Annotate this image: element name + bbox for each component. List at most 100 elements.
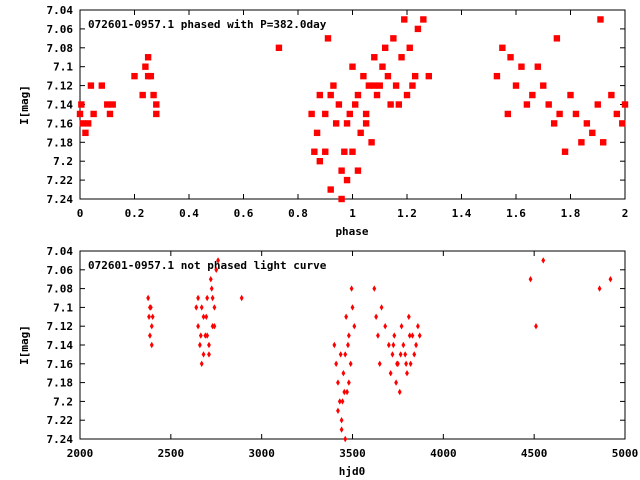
y-tick-label: 7.06 [47, 23, 74, 36]
data-point [354, 91, 362, 99]
data-point [208, 276, 213, 283]
data-point [397, 388, 402, 396]
data-point [395, 101, 403, 108]
data-point [340, 398, 345, 405]
data-point [578, 139, 585, 146]
data-point [545, 101, 552, 108]
data-point [512, 82, 520, 89]
data-point [311, 148, 318, 155]
data-point [379, 304, 384, 311]
x-tick-label: 4500 [521, 447, 548, 460]
data-point [384, 72, 392, 80]
y-tick-label: 7.1 [53, 61, 73, 74]
data-point [409, 82, 416, 89]
y-tick-label: 7.18 [47, 136, 74, 149]
data-point [196, 294, 201, 302]
data-point [343, 435, 348, 443]
data-point [142, 63, 149, 70]
data-point [406, 44, 413, 51]
data-point [357, 129, 364, 137]
data-point [334, 360, 339, 367]
x-tick-label: 0.4 [179, 207, 199, 220]
data-point [376, 332, 380, 339]
data-point [386, 341, 391, 349]
y-tick-label: 7.12 [47, 80, 74, 93]
data-point [327, 91, 334, 99]
data-point [336, 379, 340, 386]
data-point [403, 351, 408, 358]
data-point [529, 91, 536, 99]
data-point [330, 82, 337, 89]
data-point [87, 82, 95, 89]
data-point [131, 72, 138, 80]
x-tick-label: 4000 [430, 447, 457, 460]
data-point [194, 304, 199, 311]
data-point [572, 110, 580, 118]
data-point [216, 257, 220, 264]
data-point [383, 323, 388, 330]
x-axis-label: phase [335, 225, 368, 238]
data-point [376, 82, 383, 89]
data-point [104, 101, 111, 108]
data-point [354, 167, 362, 174]
y-tick-label: 7.24 [47, 433, 74, 446]
data-point [556, 110, 563, 118]
data-point [507, 54, 514, 61]
y-tick-label: 7.1 [53, 301, 73, 314]
data-point [377, 360, 382, 367]
data-point [518, 63, 525, 70]
data-point [78, 101, 85, 108]
data-point [327, 186, 334, 193]
data-point [594, 101, 601, 108]
y-tick-label: 7.06 [47, 264, 74, 277]
data-point [394, 379, 399, 386]
data-point [414, 25, 422, 33]
data-point [360, 72, 367, 80]
y-axis-label: I[mag] [18, 85, 31, 125]
data-point [106, 110, 114, 118]
data-point [504, 110, 512, 118]
data-point [146, 294, 151, 302]
data-point [371, 54, 378, 61]
data-point [390, 35, 397, 42]
data-point [349, 148, 356, 155]
data-point [144, 54, 152, 61]
data-point [352, 101, 359, 108]
data-point [149, 323, 154, 330]
data-point [205, 294, 210, 302]
y-tick-label: 7.18 [47, 377, 74, 390]
data-point [395, 360, 399, 367]
y-tick-label: 7.22 [47, 414, 74, 427]
data-point [398, 351, 403, 358]
data-point [540, 82, 547, 89]
x-tick-label: 2000 [67, 447, 94, 460]
x-axis-label: hjd0 [339, 465, 366, 478]
data-point [322, 148, 329, 155]
y-tick-label: 7.14 [47, 339, 74, 352]
x-tick-label: 1.8 [561, 207, 581, 220]
data-point [204, 313, 209, 320]
y-tick-label: 7.16 [47, 117, 74, 130]
data-point [214, 266, 219, 273]
plot-title: 072601-0957.1 phased with P=382.0day [88, 18, 327, 31]
data-point [346, 110, 353, 118]
data-point [316, 91, 323, 99]
data-point [198, 332, 203, 339]
data-point [589, 129, 596, 137]
data-point [342, 388, 347, 396]
data-point [534, 323, 538, 330]
data-point [341, 370, 346, 377]
x-tick-label: 2500 [158, 447, 185, 460]
data-point [322, 110, 329, 118]
data-point [199, 304, 204, 311]
data-point [523, 101, 531, 108]
data-point [332, 120, 340, 127]
x-tick-label: 0.6 [234, 207, 254, 220]
data-point [399, 323, 404, 330]
data-point [373, 91, 381, 99]
unphased-light-curve-plot: 072601-0957.1 not phased light curve hjd… [18, 245, 638, 478]
data-point [343, 351, 348, 358]
y-axis-label: I[mag] [18, 325, 31, 365]
data-point [346, 341, 350, 349]
x-tick-label: 2 [622, 207, 629, 220]
